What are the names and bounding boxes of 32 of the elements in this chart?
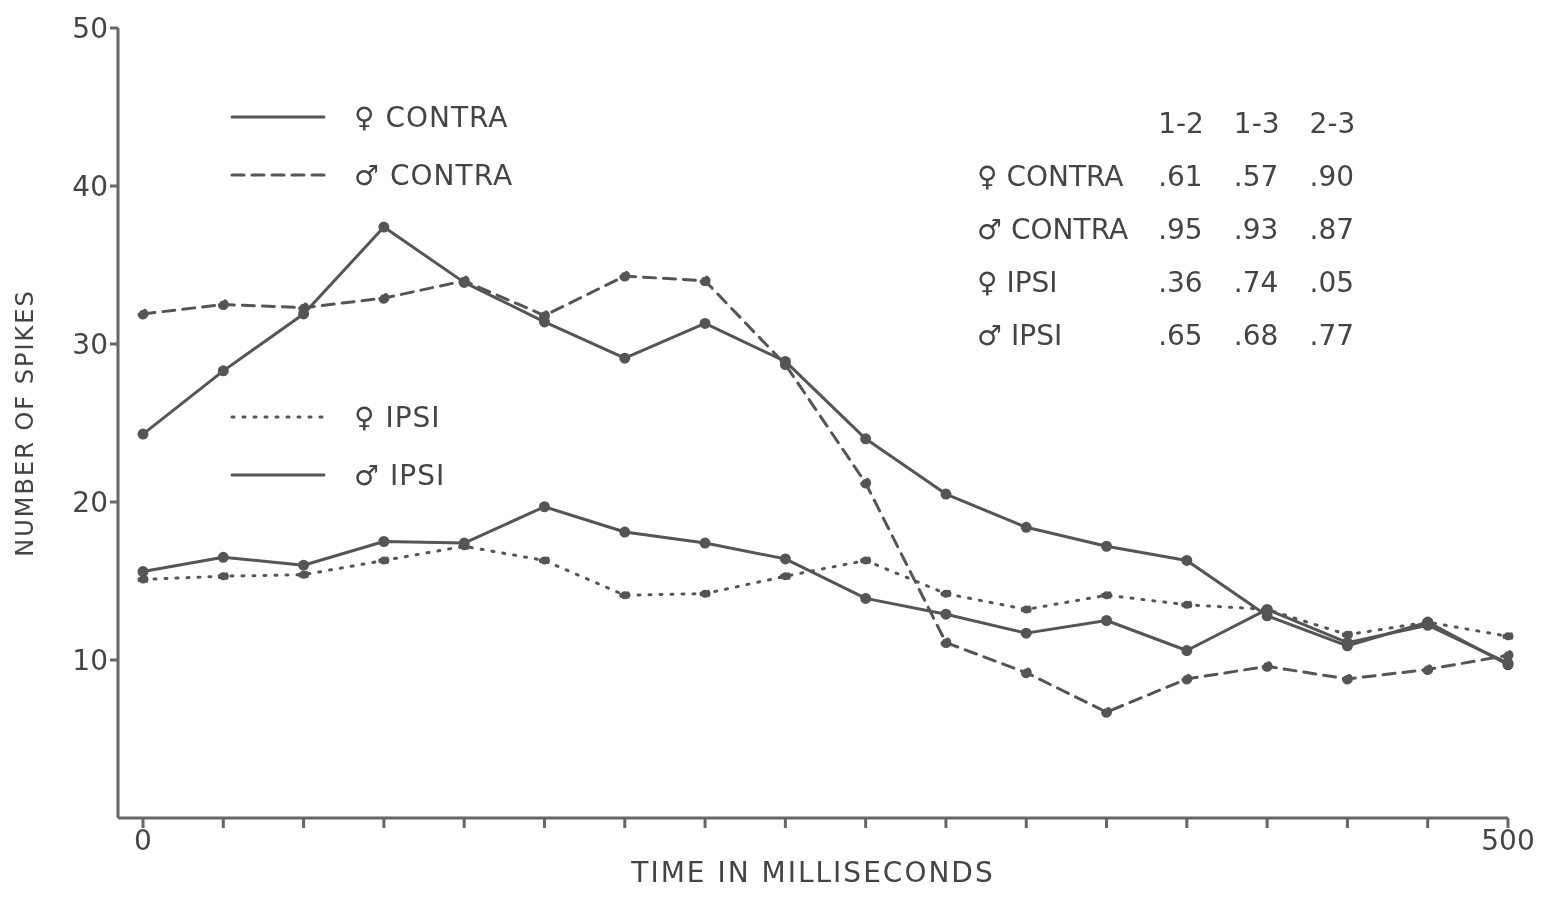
annotation: .90 bbox=[1308, 159, 1356, 194]
annotation: .65 bbox=[1157, 318, 1204, 353]
annotation: .68 bbox=[1232, 318, 1280, 353]
annotation: ♂ CONTRA bbox=[976, 212, 1130, 247]
annotation: .87 bbox=[1308, 212, 1356, 247]
legend-label: ♀ IPSI bbox=[354, 400, 441, 434]
y-tick-label: 50 bbox=[72, 11, 108, 45]
annotation: .74 bbox=[1232, 265, 1280, 300]
legend-label: ♀ CONTRA bbox=[354, 100, 509, 134]
annotation: 2-3 bbox=[1308, 106, 1357, 141]
annotation: 1-2 bbox=[1157, 106, 1205, 141]
annotation: .57 bbox=[1232, 159, 1280, 194]
annotation: ♂ IPSI bbox=[976, 318, 1064, 353]
y-tick-label: 40 bbox=[72, 169, 108, 203]
legend-label: ♂ CONTRA bbox=[354, 158, 514, 192]
x-tick-label: 0 bbox=[134, 823, 152, 857]
annotation: ♀ CONTRA bbox=[976, 159, 1125, 194]
annotation: .77 bbox=[1308, 318, 1356, 353]
y-tick-label: 30 bbox=[72, 327, 108, 361]
y-tick-label: 20 bbox=[72, 485, 108, 519]
legend-label: ♂ IPSI bbox=[354, 458, 446, 492]
annotation: 1-3 bbox=[1232, 106, 1281, 141]
x-tick-label: 500 bbox=[1481, 823, 1535, 857]
y-axis-title: NUMBER OF SPIKES bbox=[10, 289, 39, 557]
annotation: .95 bbox=[1157, 212, 1204, 247]
annotation: .61 bbox=[1157, 159, 1204, 194]
annotation: .93 bbox=[1232, 212, 1280, 247]
annotation: .05 bbox=[1308, 265, 1356, 300]
annotation: .36 bbox=[1157, 265, 1204, 300]
x-axis-title: TIME IN MILLISECONDS bbox=[630, 856, 995, 889]
annotation: ♀ IPSI bbox=[976, 265, 1059, 300]
y-tick-label: 10 bbox=[72, 643, 108, 677]
